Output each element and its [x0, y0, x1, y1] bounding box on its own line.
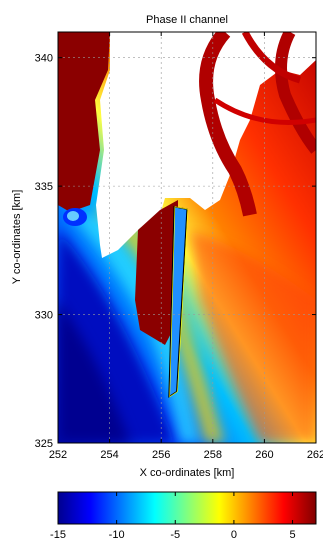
- y-tick-label: 340: [35, 53, 53, 65]
- colorbar-tick-label: -5: [170, 529, 180, 541]
- colorbar-ticks: -15 -10 -5 0 5: [50, 492, 296, 541]
- dredged-channel: [168, 205, 189, 398]
- colorbar-tick-label: 0: [231, 529, 237, 541]
- y-axis-ticks: 325 330 335 340: [35, 53, 316, 450]
- x-tick-label: 254: [100, 449, 118, 461]
- x-axis-ticks: 252 254 256 258 260 262: [49, 32, 323, 461]
- x-tick-label: 262: [307, 449, 323, 461]
- y-axis-label: Y co-ordinates [km]: [11, 190, 23, 285]
- y-tick-label: 325: [35, 438, 53, 450]
- x-tick-label: 252: [49, 449, 67, 461]
- colorbar-tick-label: -10: [109, 529, 125, 541]
- channel-inner-edge: [169, 206, 189, 398]
- depth-field: [58, 32, 316, 443]
- x-tick-label: 260: [255, 449, 273, 461]
- x-tick-label: 258: [204, 449, 222, 461]
- colorbar: [57, 491, 317, 525]
- plot-frame: [57, 31, 317, 444]
- y-tick-label: 335: [35, 181, 53, 193]
- colorbar-tick-label: 5: [289, 529, 295, 541]
- colorbar-tick-label: -15: [50, 529, 66, 541]
- x-axis-label: X co-ordinates [km]: [140, 467, 235, 479]
- chart-title: Phase II channel: [146, 14, 228, 26]
- x-tick-label: 256: [152, 449, 170, 461]
- y-tick-label: 330: [35, 310, 53, 322]
